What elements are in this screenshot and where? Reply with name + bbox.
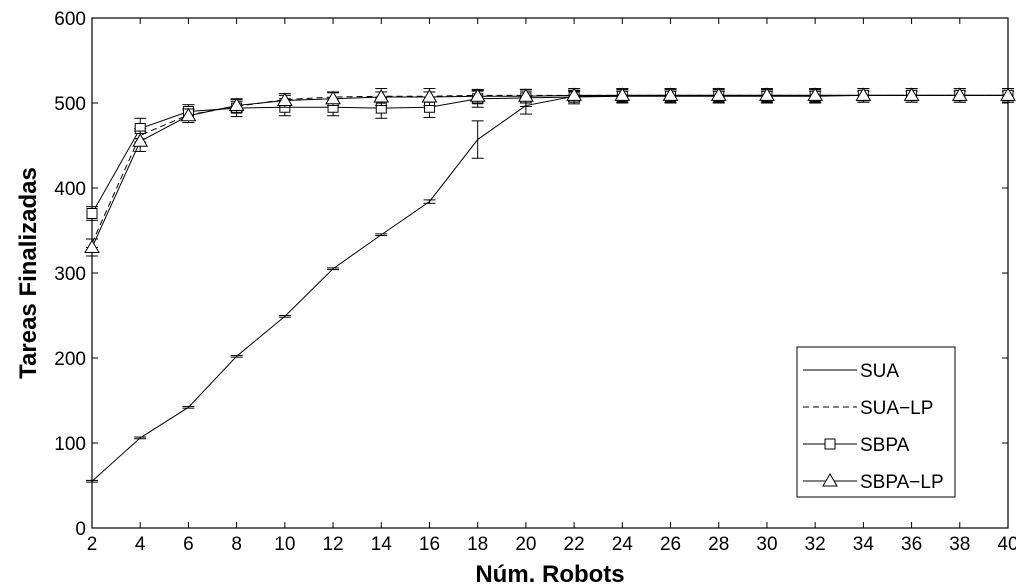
x-tick-label: 2	[87, 534, 98, 555]
x-tick-label: 36	[901, 534, 922, 555]
legend-box	[796, 346, 956, 498]
sbpa-lp-point	[903, 87, 920, 101]
legend: SUA SUA−LP SBPA SBPA−LP	[796, 346, 956, 498]
x-tick-label: 22	[564, 534, 585, 555]
y-tick-label: 400	[54, 179, 86, 200]
y-tick-label: 600	[54, 9, 86, 30]
legend-label-sua: SUA	[860, 361, 899, 382]
sbpa-lp-point	[662, 87, 679, 101]
x-tick-label: 10	[274, 534, 295, 555]
sbpa-point	[86, 208, 98, 219]
series-layer	[84, 87, 1016, 483]
x-tick-label: 4	[135, 534, 146, 555]
legend-label-sua-lp: SUA−LP	[860, 398, 933, 419]
sbpa-lp-point	[807, 87, 824, 101]
axes: 2 4 6 8 10 12 14 16 18 20 22 24 26 28 30 32 34 36 38 400100…	[54, 9, 1016, 555]
x-tick-label: 32	[805, 534, 826, 555]
legend-label-sbpa: SBPA	[860, 435, 910, 456]
x-tick-label: 38	[949, 534, 970, 555]
x-tick-label: 12	[322, 534, 343, 555]
x-tick-label: 30	[756, 534, 777, 555]
sbpa-lp-point	[132, 133, 149, 147]
legend-marker-sbpa	[824, 438, 836, 450]
sbpa-lp-point	[373, 89, 390, 103]
sbpa-lp-point	[228, 97, 245, 112]
legend-marker-sbpa-lp	[822, 473, 838, 487]
sbpa-lp-point	[614, 87, 631, 101]
x-tick-label: 6	[183, 534, 194, 555]
sbpa-lp-point	[566, 87, 582, 101]
series-sbpa-lp	[84, 87, 1016, 257]
y-tick-label: 0	[75, 519, 86, 540]
x-tick-label: 20	[515, 534, 536, 555]
x-tick-label: 16	[419, 534, 440, 555]
x-tick-label: 28	[708, 534, 729, 555]
sbpa-lp-point	[469, 88, 486, 102]
sbpa-lp-point	[421, 89, 438, 103]
sbpa-lp-point	[759, 87, 775, 101]
x-axis-title: Núm. Robots	[475, 561, 624, 584]
y-tick-label: 500	[54, 94, 86, 115]
sbpa-lp-point	[518, 88, 534, 102]
x-tick-label: 14	[371, 534, 393, 555]
x-tick-label: 40	[997, 534, 1016, 555]
sbpa-lp-point	[325, 90, 341, 105]
sbpa-lp-point	[951, 87, 968, 101]
sbpa-lp-point	[84, 239, 100, 253]
x-tick-label: 34	[853, 534, 875, 555]
y-tick-label: 200	[54, 349, 86, 370]
sbpa-lp-point	[180, 107, 197, 122]
y-tick-label: 300	[54, 264, 86, 285]
x-tick-label: 24	[612, 534, 634, 555]
sbpa-lp-point	[1000, 87, 1016, 101]
x-tick-label: 26	[660, 534, 681, 555]
sbpa-lp-line	[91, 94, 1008, 248]
y-axis-title: Tareas Finalizadas	[15, 167, 42, 379]
sbpa-lp-point	[276, 92, 293, 106]
x-tick-label: 8	[231, 534, 242, 555]
sbpa-lp-point	[855, 87, 872, 101]
legend-label-sbpa-lp: SBPA−LP	[860, 472, 944, 493]
sbpa-lp-point	[710, 87, 727, 101]
y-tick-label: 100	[54, 434, 86, 455]
x-tick-label: 18	[467, 534, 488, 555]
